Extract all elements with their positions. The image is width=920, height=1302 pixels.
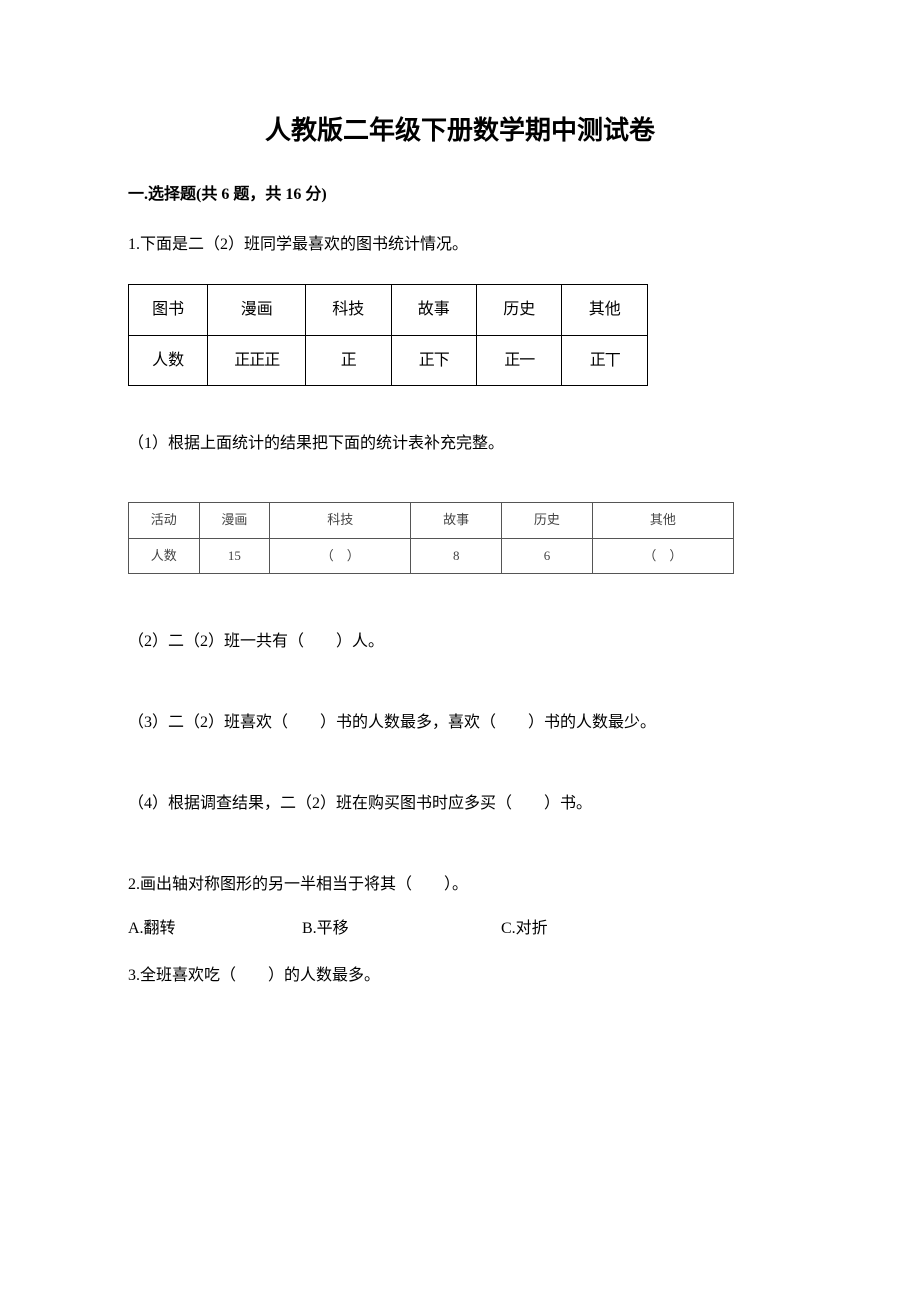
q1-tally-table: 图书 漫画 科技 故事 历史 其他 人数 正正正 正 正下 正一 正丅: [128, 284, 648, 386]
q2-option-c: C.对折: [501, 916, 548, 942]
q1-sub1: （1）根据上面统计的结果把下面的统计表补充完整。: [128, 431, 792, 457]
q1-sub3: （3）二（2）班喜欢（ ）书的人数最多，喜欢（ ）书的人数最少。: [128, 710, 792, 736]
table-header-cell: 其他: [562, 284, 648, 335]
table-header-cell: 科技: [306, 284, 391, 335]
table-cell-tally: 正一: [477, 335, 562, 386]
q1-sub2: （2）二（2）班一共有（ ）人。: [128, 629, 792, 655]
table-header-cell: 漫画: [208, 284, 306, 335]
table-cell-tally: 正: [306, 335, 391, 386]
table-cell-tally: 正下: [391, 335, 476, 386]
table-cell: 8: [411, 538, 502, 574]
table-header-cell: 历史: [477, 284, 562, 335]
table-row: 人数 15 （ ） 8 6 （ ）: [129, 538, 734, 574]
page-title: 人教版二年级下册数学期中测试卷: [128, 110, 792, 152]
table-cell: 15: [199, 538, 270, 574]
table-cell-tally: 正正正: [208, 335, 306, 386]
table-header-cell: 科技: [270, 502, 411, 538]
table-row: 图书 漫画 科技 故事 历史 其他: [129, 284, 648, 335]
q2-option-a: A.翻转: [128, 916, 298, 942]
table-header-cell: 漫画: [199, 502, 270, 538]
table-row: 活动 漫画 科技 故事 历史 其他: [129, 502, 734, 538]
table-cell: 人数: [129, 538, 200, 574]
table-cell: （ ）: [592, 538, 733, 574]
q1-sub4: （4）根据调查结果，二（2）班在购买图书时应多买（ ）书。: [128, 791, 792, 817]
table-cell: 6: [502, 538, 593, 574]
table-header-cell: 故事: [411, 502, 502, 538]
table-header-cell: 故事: [391, 284, 476, 335]
q1-count-table: 活动 漫画 科技 故事 历史 其他 人数 15 （ ） 8 6 （ ）: [128, 502, 734, 575]
q3-stem: 3.全班喜欢吃（ ）的人数最多。: [128, 962, 792, 991]
table-header-cell: 历史: [502, 502, 593, 538]
table-header-cell: 其他: [592, 502, 733, 538]
table-cell-tally: 正丅: [562, 335, 648, 386]
table-cell: （ ）: [270, 538, 411, 574]
table-header-cell: 图书: [129, 284, 208, 335]
table-row: 人数 正正正 正 正下 正一 正丅: [129, 335, 648, 386]
q2-stem: 2.画出轴对称图形的另一半相当于将其（ ）。: [128, 871, 792, 900]
q2-options: A.翻转 B.平移 C.对折: [128, 916, 792, 942]
q1-stem: 1.下面是二（2）班同学最喜欢的图书统计情况。: [128, 231, 792, 260]
section-1-header: 一.选择题(共 6 题，共 16 分): [128, 182, 792, 208]
q2-option-b: B.平移: [302, 916, 497, 942]
table-header-cell: 活动: [129, 502, 200, 538]
table-cell: 人数: [129, 335, 208, 386]
